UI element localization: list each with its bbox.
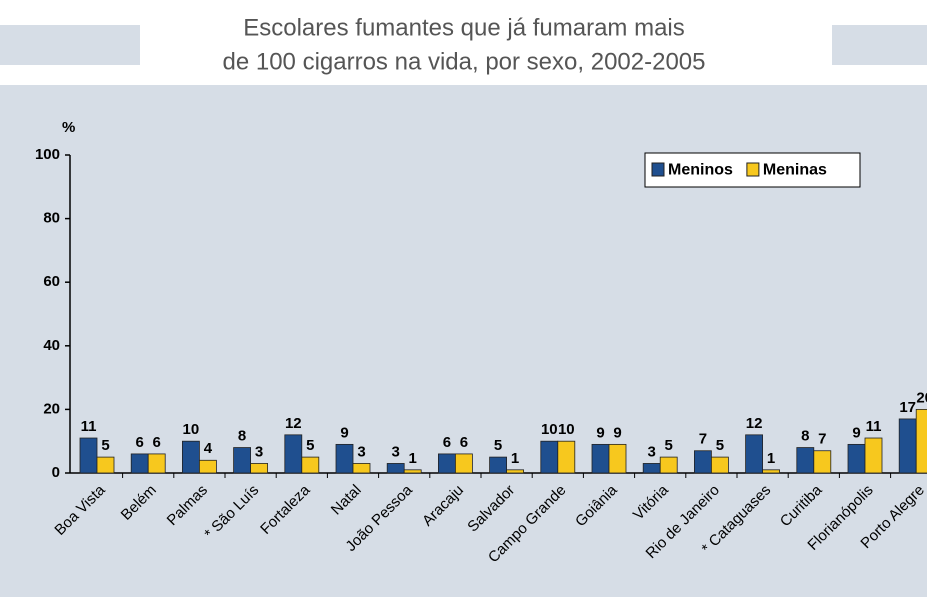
bar	[642, 463, 661, 474]
bar	[540, 440, 559, 474]
y-tick-label: 0	[52, 464, 60, 481]
bar	[711, 456, 729, 474]
y-tick-label: 100	[35, 146, 60, 163]
bar	[301, 456, 320, 474]
value-label: 10	[183, 421, 200, 438]
value-label: 17	[899, 399, 916, 416]
value-label: 8	[801, 428, 809, 445]
value-label: 1	[409, 450, 417, 467]
value-label: 7	[818, 431, 826, 448]
bar	[591, 443, 610, 474]
bar	[250, 463, 269, 474]
bar	[557, 440, 576, 474]
bar	[506, 469, 525, 474]
value-label: 9	[613, 424, 621, 441]
bar	[403, 469, 422, 474]
value-label: 5	[665, 437, 673, 454]
value-label: 7	[699, 431, 707, 448]
value-label: 11	[866, 418, 882, 435]
chart-title: de 100 cigarros na vida, por sexo, 2002-…	[223, 48, 706, 75]
bar	[847, 443, 866, 474]
bar	[130, 453, 149, 474]
value-label: 9	[596, 424, 604, 441]
bar	[96, 456, 115, 474]
y-tick-label: 40	[43, 337, 60, 354]
value-label: 10	[541, 421, 558, 438]
value-label: 12	[746, 415, 763, 432]
value-label: 6	[153, 434, 161, 451]
legend-swatch	[746, 162, 760, 177]
value-label: 5	[494, 437, 502, 454]
value-label: 5	[101, 437, 109, 454]
value-label: 5	[716, 437, 724, 454]
value-label: 20	[916, 389, 927, 406]
chart-title: Escolares fumantes que já fumaram mais	[243, 14, 685, 41]
value-label: 6	[443, 434, 451, 451]
value-label: 10	[558, 421, 575, 438]
bar	[437, 453, 456, 474]
y-tick-label: 20	[43, 400, 60, 417]
bar	[608, 443, 627, 474]
value-label: 6	[460, 434, 468, 451]
value-label: 6	[136, 434, 144, 451]
bar	[813, 450, 832, 474]
bar	[284, 434, 303, 474]
bar	[745, 434, 763, 474]
y-tick-label: 80	[43, 210, 60, 227]
bar	[762, 469, 780, 474]
value-label: 3	[392, 443, 400, 460]
value-label: 3	[648, 443, 656, 460]
bar	[915, 408, 927, 474]
value-label: 1	[511, 450, 519, 467]
bar	[79, 437, 98, 474]
value-label: 8	[238, 428, 246, 445]
value-label: 3	[357, 443, 365, 460]
value-label: 12	[285, 415, 302, 432]
bar	[198, 459, 217, 474]
value-label: 3	[255, 443, 263, 460]
bar	[659, 456, 678, 474]
bar	[386, 463, 405, 474]
value-label: 11	[81, 418, 97, 435]
title-decor	[832, 25, 927, 65]
value-label: 4	[204, 440, 213, 457]
y-axis-label: %	[62, 119, 75, 136]
legend-label: Meninos	[668, 162, 733, 179]
bar	[694, 450, 712, 474]
bar	[898, 418, 917, 474]
bar	[489, 456, 508, 474]
bar	[181, 440, 200, 474]
value-label: 1	[767, 450, 775, 467]
value-label: 9	[852, 424, 860, 441]
title-decor	[0, 25, 140, 65]
bar	[796, 447, 815, 474]
bar	[335, 443, 354, 474]
legend-label: Meninas	[763, 162, 827, 179]
bar	[352, 463, 371, 474]
value-label: 9	[340, 424, 348, 441]
bar	[147, 453, 166, 474]
bar	[454, 453, 473, 474]
value-label: 5	[306, 437, 314, 454]
bar	[864, 437, 883, 474]
bar	[233, 447, 252, 474]
legend-swatch	[651, 162, 665, 177]
y-tick-label: 60	[43, 273, 60, 290]
